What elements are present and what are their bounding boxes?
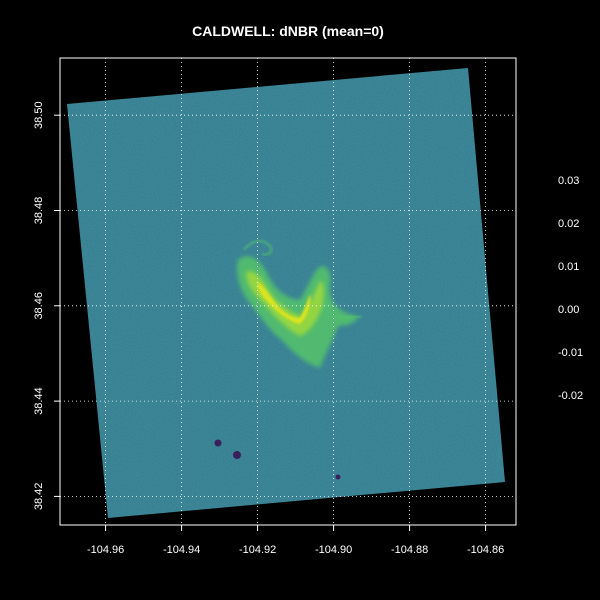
dnbr-raster xyxy=(67,68,505,518)
burn-scar-outer xyxy=(237,256,358,368)
dark-spot-2 xyxy=(233,451,241,459)
raster-texture xyxy=(67,68,505,518)
colorbar-label-1: 0.02 xyxy=(558,218,579,230)
burn-scar xyxy=(237,240,363,368)
burn-scar-tail xyxy=(339,314,363,320)
colorbar-label-4: -0.01 xyxy=(558,347,583,359)
x-tick-label-4: -104.88 xyxy=(391,544,428,556)
x-tick-label-0: -104.96 xyxy=(87,544,124,556)
x-tick-label-2: -104.92 xyxy=(239,544,276,556)
y-tick-label-1: 38.44 xyxy=(33,387,45,415)
burn-scar-mid xyxy=(246,271,324,336)
grid-lines xyxy=(60,58,516,525)
plot-frame xyxy=(59,57,517,526)
colorbar-label-5: -0.02 xyxy=(558,390,583,402)
y-tick-label-3: 38.48 xyxy=(33,197,45,225)
y-tick-label-2: 38.46 xyxy=(33,292,45,320)
colorbar-label-2: 0.01 xyxy=(558,261,579,273)
y-tick-label-0: 38.42 xyxy=(33,483,45,511)
dark-spot-1 xyxy=(214,439,222,447)
x-tick-label-1: -104.94 xyxy=(163,544,200,556)
colorbar-label-3: 0.00 xyxy=(558,304,579,316)
x-tick-label-3: -104.90 xyxy=(315,544,352,556)
burn-scar-core xyxy=(257,282,311,324)
colorbar-label-0: 0.03 xyxy=(558,175,579,187)
burn-scar-edge xyxy=(243,240,273,256)
x-tick-label-5: -104.86 xyxy=(467,544,504,556)
dark-spot-3 xyxy=(335,474,341,480)
x-axis: -104.96 -104.94 -104.92 -104.90 -104.88 -104.… xyxy=(87,525,504,556)
chart-title: CALDWELL: dNBR (mean=0) xyxy=(192,23,384,39)
y-tick-label-4: 38.50 xyxy=(33,101,45,129)
y-axis: 38.42 38.44 38.46 38.48 38.50 xyxy=(33,101,60,510)
colorbar-legend: 0.03 0.02 0.01 0.00 -0.01 -0.02 xyxy=(558,175,583,402)
